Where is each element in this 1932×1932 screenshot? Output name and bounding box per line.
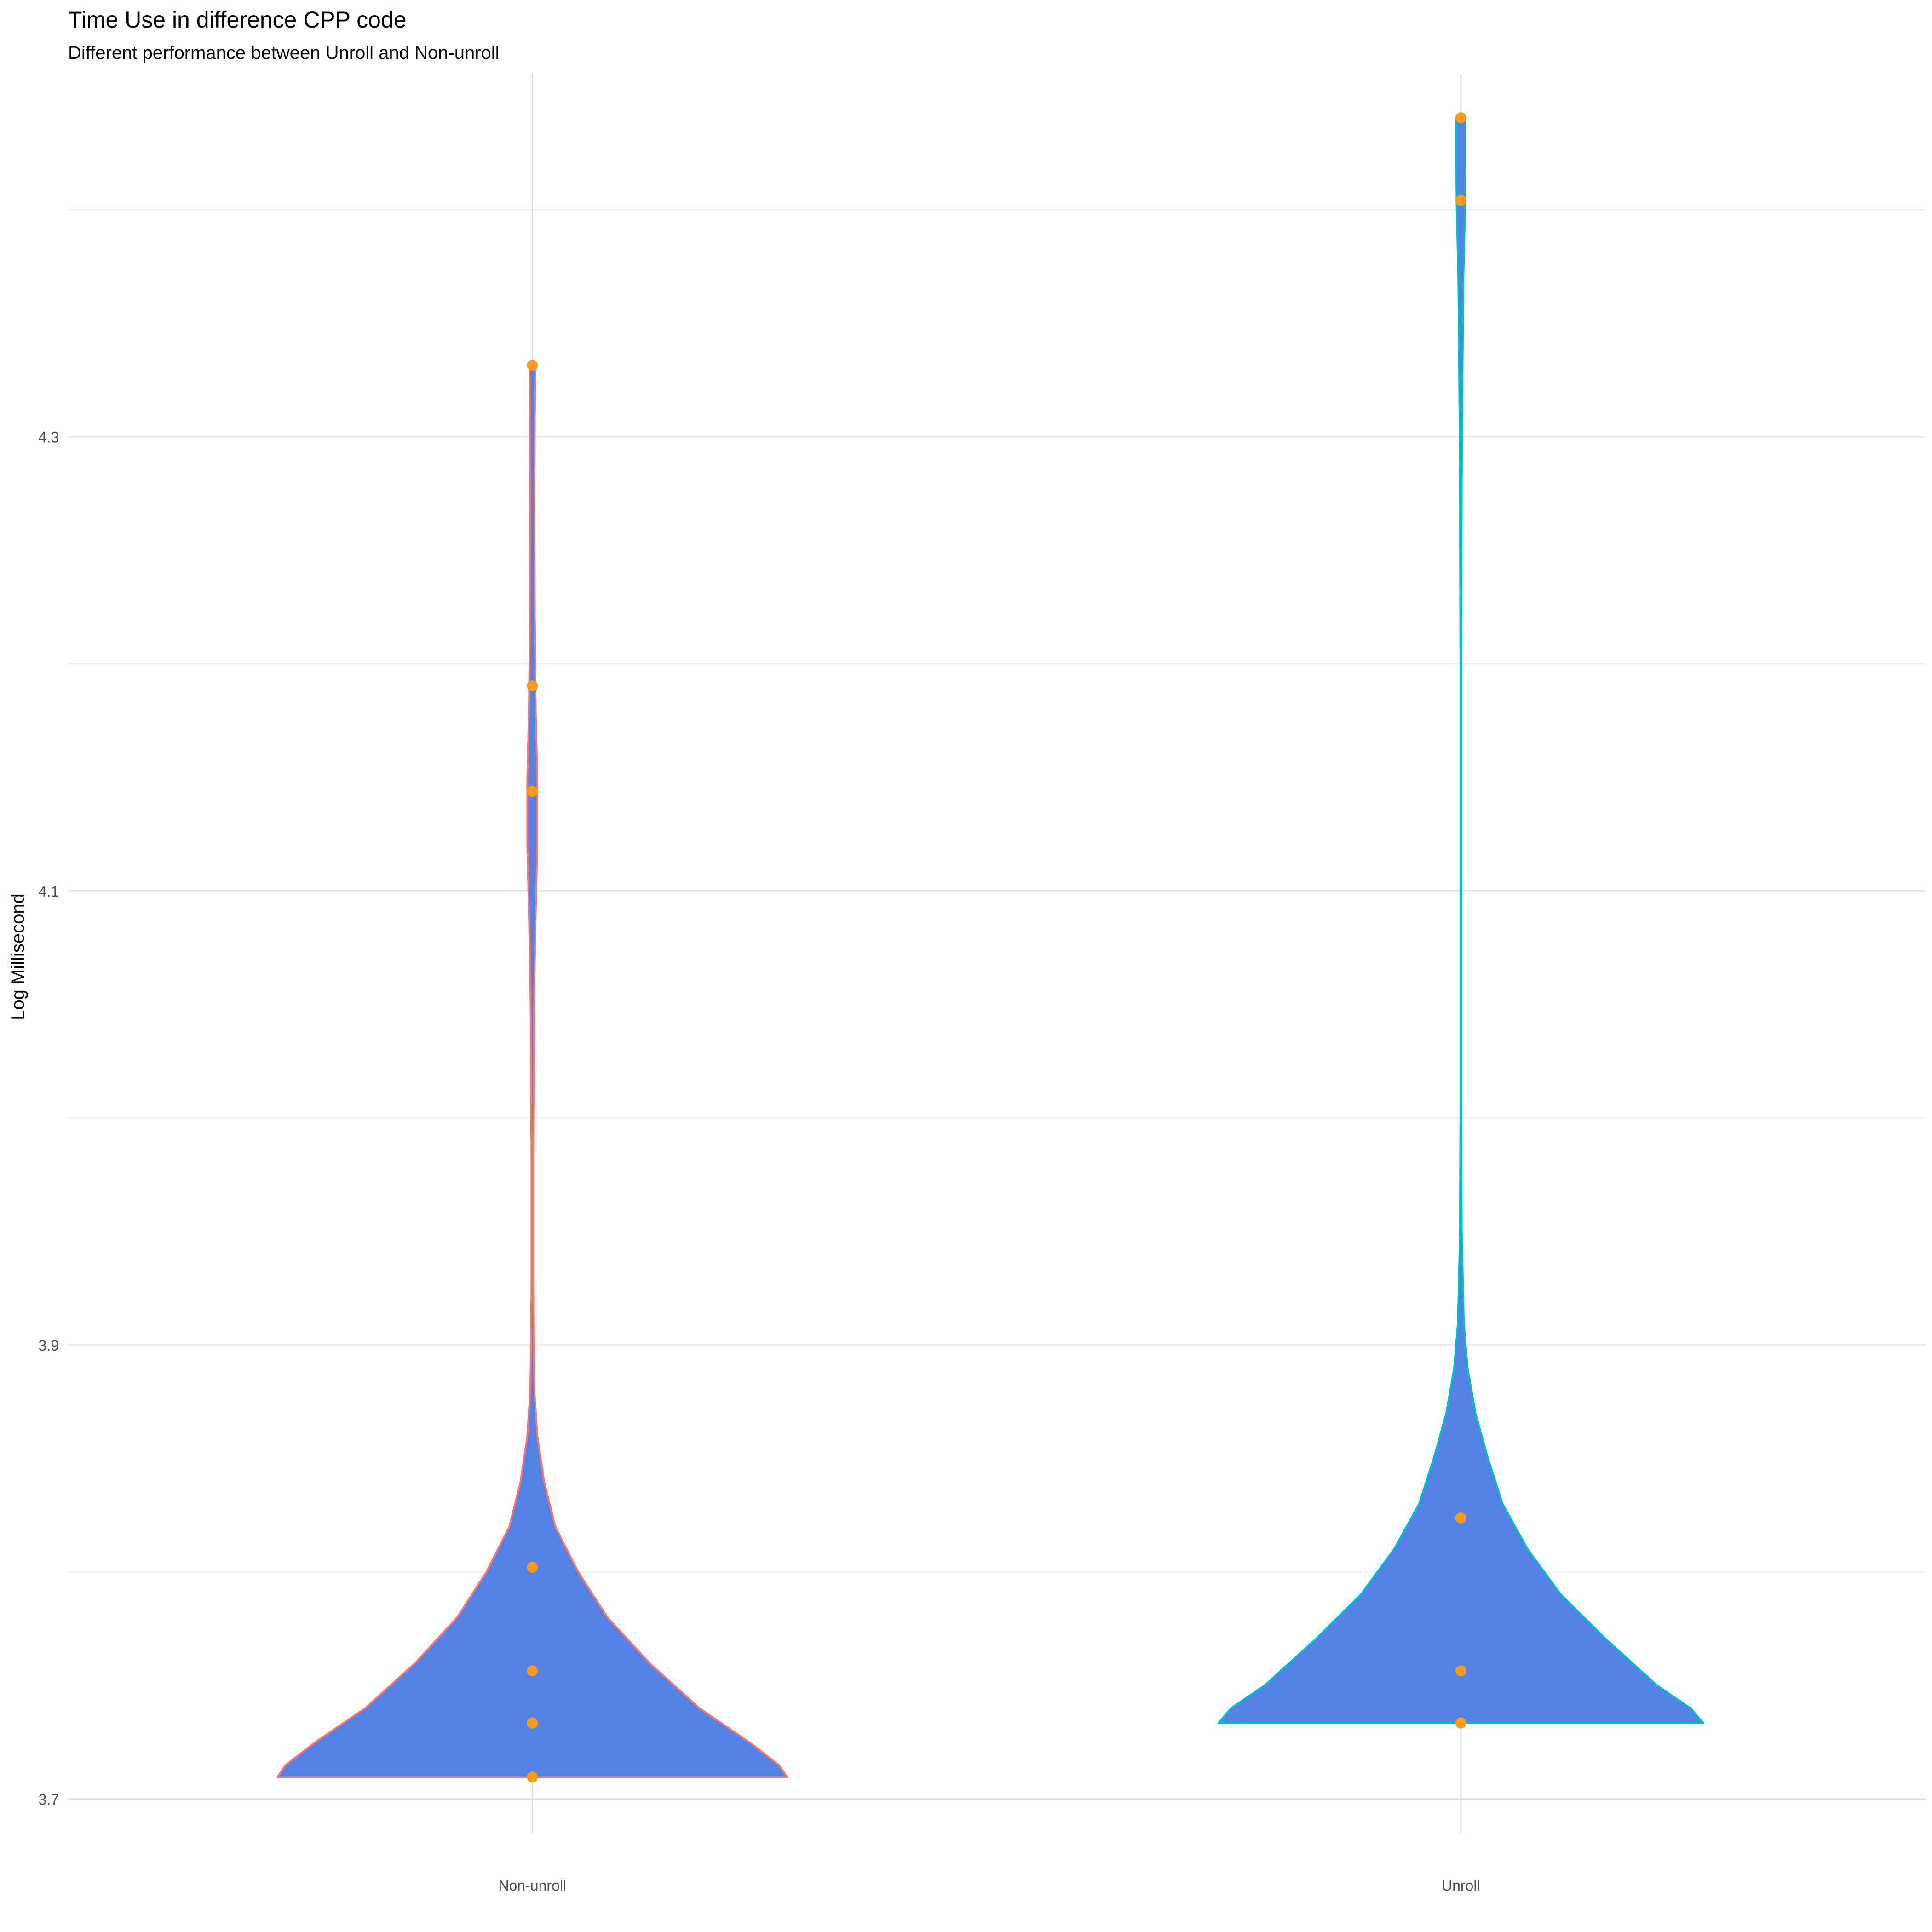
chart-subtitle: Different performance between Unroll and… xyxy=(68,43,500,63)
data-point xyxy=(527,360,538,371)
data-point xyxy=(527,1665,538,1677)
chart-title: Time Use in difference CPP code xyxy=(68,7,407,33)
data-point xyxy=(527,1562,538,1573)
grid-layer xyxy=(68,74,1925,1833)
x-tick-label: Unroll xyxy=(1442,1877,1480,1894)
data-point xyxy=(1455,1717,1466,1729)
data-point xyxy=(1455,195,1466,206)
y-tick-labels: 3.7 3.9 4.1 4.3 xyxy=(39,429,59,1808)
data-point xyxy=(1455,1512,1466,1524)
data-point xyxy=(1455,112,1466,124)
data-point xyxy=(527,1717,538,1729)
x-tick-label: Non-unroll xyxy=(498,1877,566,1894)
y-axis-label: Log Millisecond xyxy=(8,893,28,1020)
point-layer xyxy=(527,112,1466,1783)
violin-unroll xyxy=(1217,117,1704,1724)
data-point xyxy=(527,1771,538,1783)
y-tick-label: 4.3 xyxy=(39,429,59,446)
data-point xyxy=(527,680,538,692)
data-point xyxy=(527,786,538,797)
data-point xyxy=(1455,1665,1466,1677)
y-tick-label: 4.1 xyxy=(39,883,59,900)
y-tick-label: 3.7 xyxy=(39,1791,59,1808)
y-tick-label: 3.9 xyxy=(39,1337,59,1354)
violin-layer xyxy=(276,117,1704,1778)
x-tick-labels: Non-unroll Unroll xyxy=(498,1877,1480,1894)
